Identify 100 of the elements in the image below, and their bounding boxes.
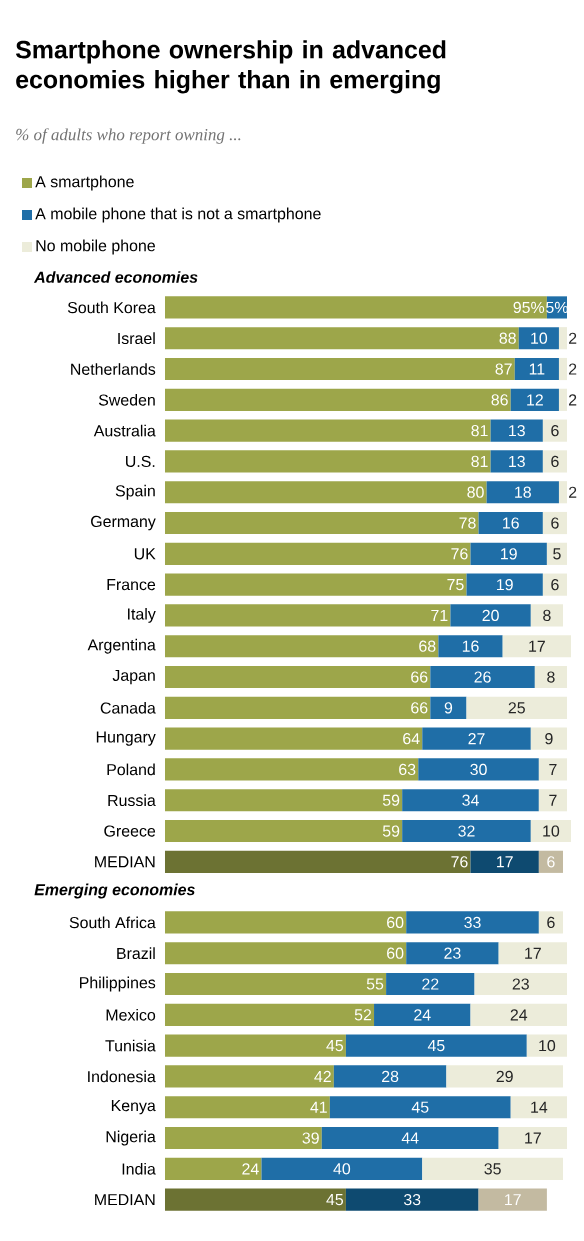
bar	[450, 604, 531, 627]
data-label: 2	[568, 332, 577, 344]
data-label: 95%	[513, 301, 545, 314]
data-label: 24	[510, 1009, 528, 1021]
bar	[165, 696, 431, 719]
bar	[546, 542, 567, 565]
data-label: 27	[468, 733, 485, 745]
bar	[165, 511, 479, 535]
data-label: 41	[310, 1101, 327, 1113]
data-label: 34	[462, 794, 479, 806]
data-label: 25	[508, 702, 525, 714]
bar	[542, 511, 567, 535]
bar	[542, 450, 567, 473]
bar	[165, 1157, 262, 1180]
data-label: 55	[366, 978, 384, 990]
data-label: 68	[419, 640, 436, 652]
data-label: 45	[326, 1194, 344, 1206]
bar	[406, 911, 539, 934]
data-label: 14	[531, 1101, 548, 1113]
bar	[498, 1126, 567, 1150]
data-label: 60	[387, 947, 404, 959]
data-label: 75	[447, 579, 464, 591]
bar	[422, 1157, 563, 1180]
data-label: 16	[462, 640, 479, 652]
y-tick-label: Indonesia	[88, 1070, 156, 1083]
bar	[165, 419, 491, 442]
data-label: 80	[467, 486, 484, 498]
data-label: 60	[387, 916, 404, 929]
bar	[165, 819, 403, 843]
bar	[165, 327, 519, 350]
bar	[402, 819, 531, 843]
data-label: 35	[484, 1163, 501, 1175]
bar	[345, 1034, 527, 1057]
y-tick-label: Hungary	[96, 731, 156, 746]
bar	[470, 850, 539, 873]
bar	[430, 696, 467, 719]
data-label: 17	[529, 640, 545, 652]
bar	[542, 573, 567, 596]
bar	[446, 1065, 563, 1088]
data-label: 44	[401, 1132, 419, 1144]
bar	[165, 388, 511, 411]
y-tick-label: Spain	[115, 484, 155, 500]
data-label: 45	[326, 1040, 344, 1052]
data-label: 29	[496, 1070, 513, 1083]
bar	[530, 819, 572, 843]
bar	[538, 911, 563, 934]
data-label: 40	[333, 1163, 351, 1175]
bar	[530, 727, 567, 750]
data-label: 19	[501, 548, 517, 560]
bar	[165, 665, 431, 689]
y-tick-label: South Africa	[69, 916, 156, 929]
bar	[386, 972, 475, 996]
bar	[406, 942, 499, 965]
bar	[490, 450, 543, 473]
y-tick-label: Mexico	[106, 1008, 156, 1021]
data-label: 23	[512, 978, 529, 990]
bar	[165, 296, 547, 319]
y-tick-label: Argentina	[87, 638, 156, 654]
bar	[418, 758, 539, 781]
data-label: 13	[509, 424, 525, 437]
data-label: 7	[549, 763, 557, 775]
data-label: 17	[505, 1194, 521, 1206]
bar	[165, 942, 407, 965]
data-label: 5	[553, 548, 561, 560]
chart-title: Smartphone ownership in advanced economies higher than in emerging	[15, 40, 446, 94]
bar	[510, 1096, 567, 1119]
y-tick-label: Sweden	[98, 393, 155, 406]
y-tick-label: Brazil	[117, 947, 155, 960]
data-label: 86	[491, 394, 508, 406]
data-label: 6	[551, 517, 559, 529]
y-tick-label: Greece	[104, 825, 156, 837]
y-tick-label: Israel	[118, 332, 155, 345]
data-label: 6	[547, 856, 555, 868]
bar	[165, 789, 403, 812]
bar	[466, 573, 543, 596]
y-tick-label: MEDIAN	[95, 856, 155, 868]
data-label: 39	[302, 1132, 319, 1144]
y-tick-label: Italy	[128, 608, 156, 623]
data-label: 6	[547, 916, 555, 929]
data-label: 22	[422, 978, 439, 990]
data-label: 66	[411, 671, 428, 683]
data-label: 24	[414, 1009, 431, 1021]
data-label: 17	[525, 1132, 541, 1144]
bar	[518, 327, 559, 350]
bar	[329, 1096, 511, 1119]
bar	[474, 972, 567, 996]
data-label: 6	[551, 578, 559, 591]
bar	[422, 727, 531, 750]
bar	[514, 357, 559, 381]
data-label: 7	[549, 794, 557, 806]
chart-title: Emerging economies	[34, 883, 195, 899]
data-label: 10	[539, 1039, 556, 1052]
data-label: 45	[427, 1040, 445, 1052]
y-tick-label: Japan	[112, 669, 155, 685]
data-label: 88	[499, 332, 516, 344]
bar	[510, 388, 559, 411]
data-label: 87	[495, 363, 512, 375]
bar	[165, 1065, 334, 1088]
data-label: 20	[482, 609, 499, 622]
y-tick-label: U.S.	[126, 455, 155, 468]
